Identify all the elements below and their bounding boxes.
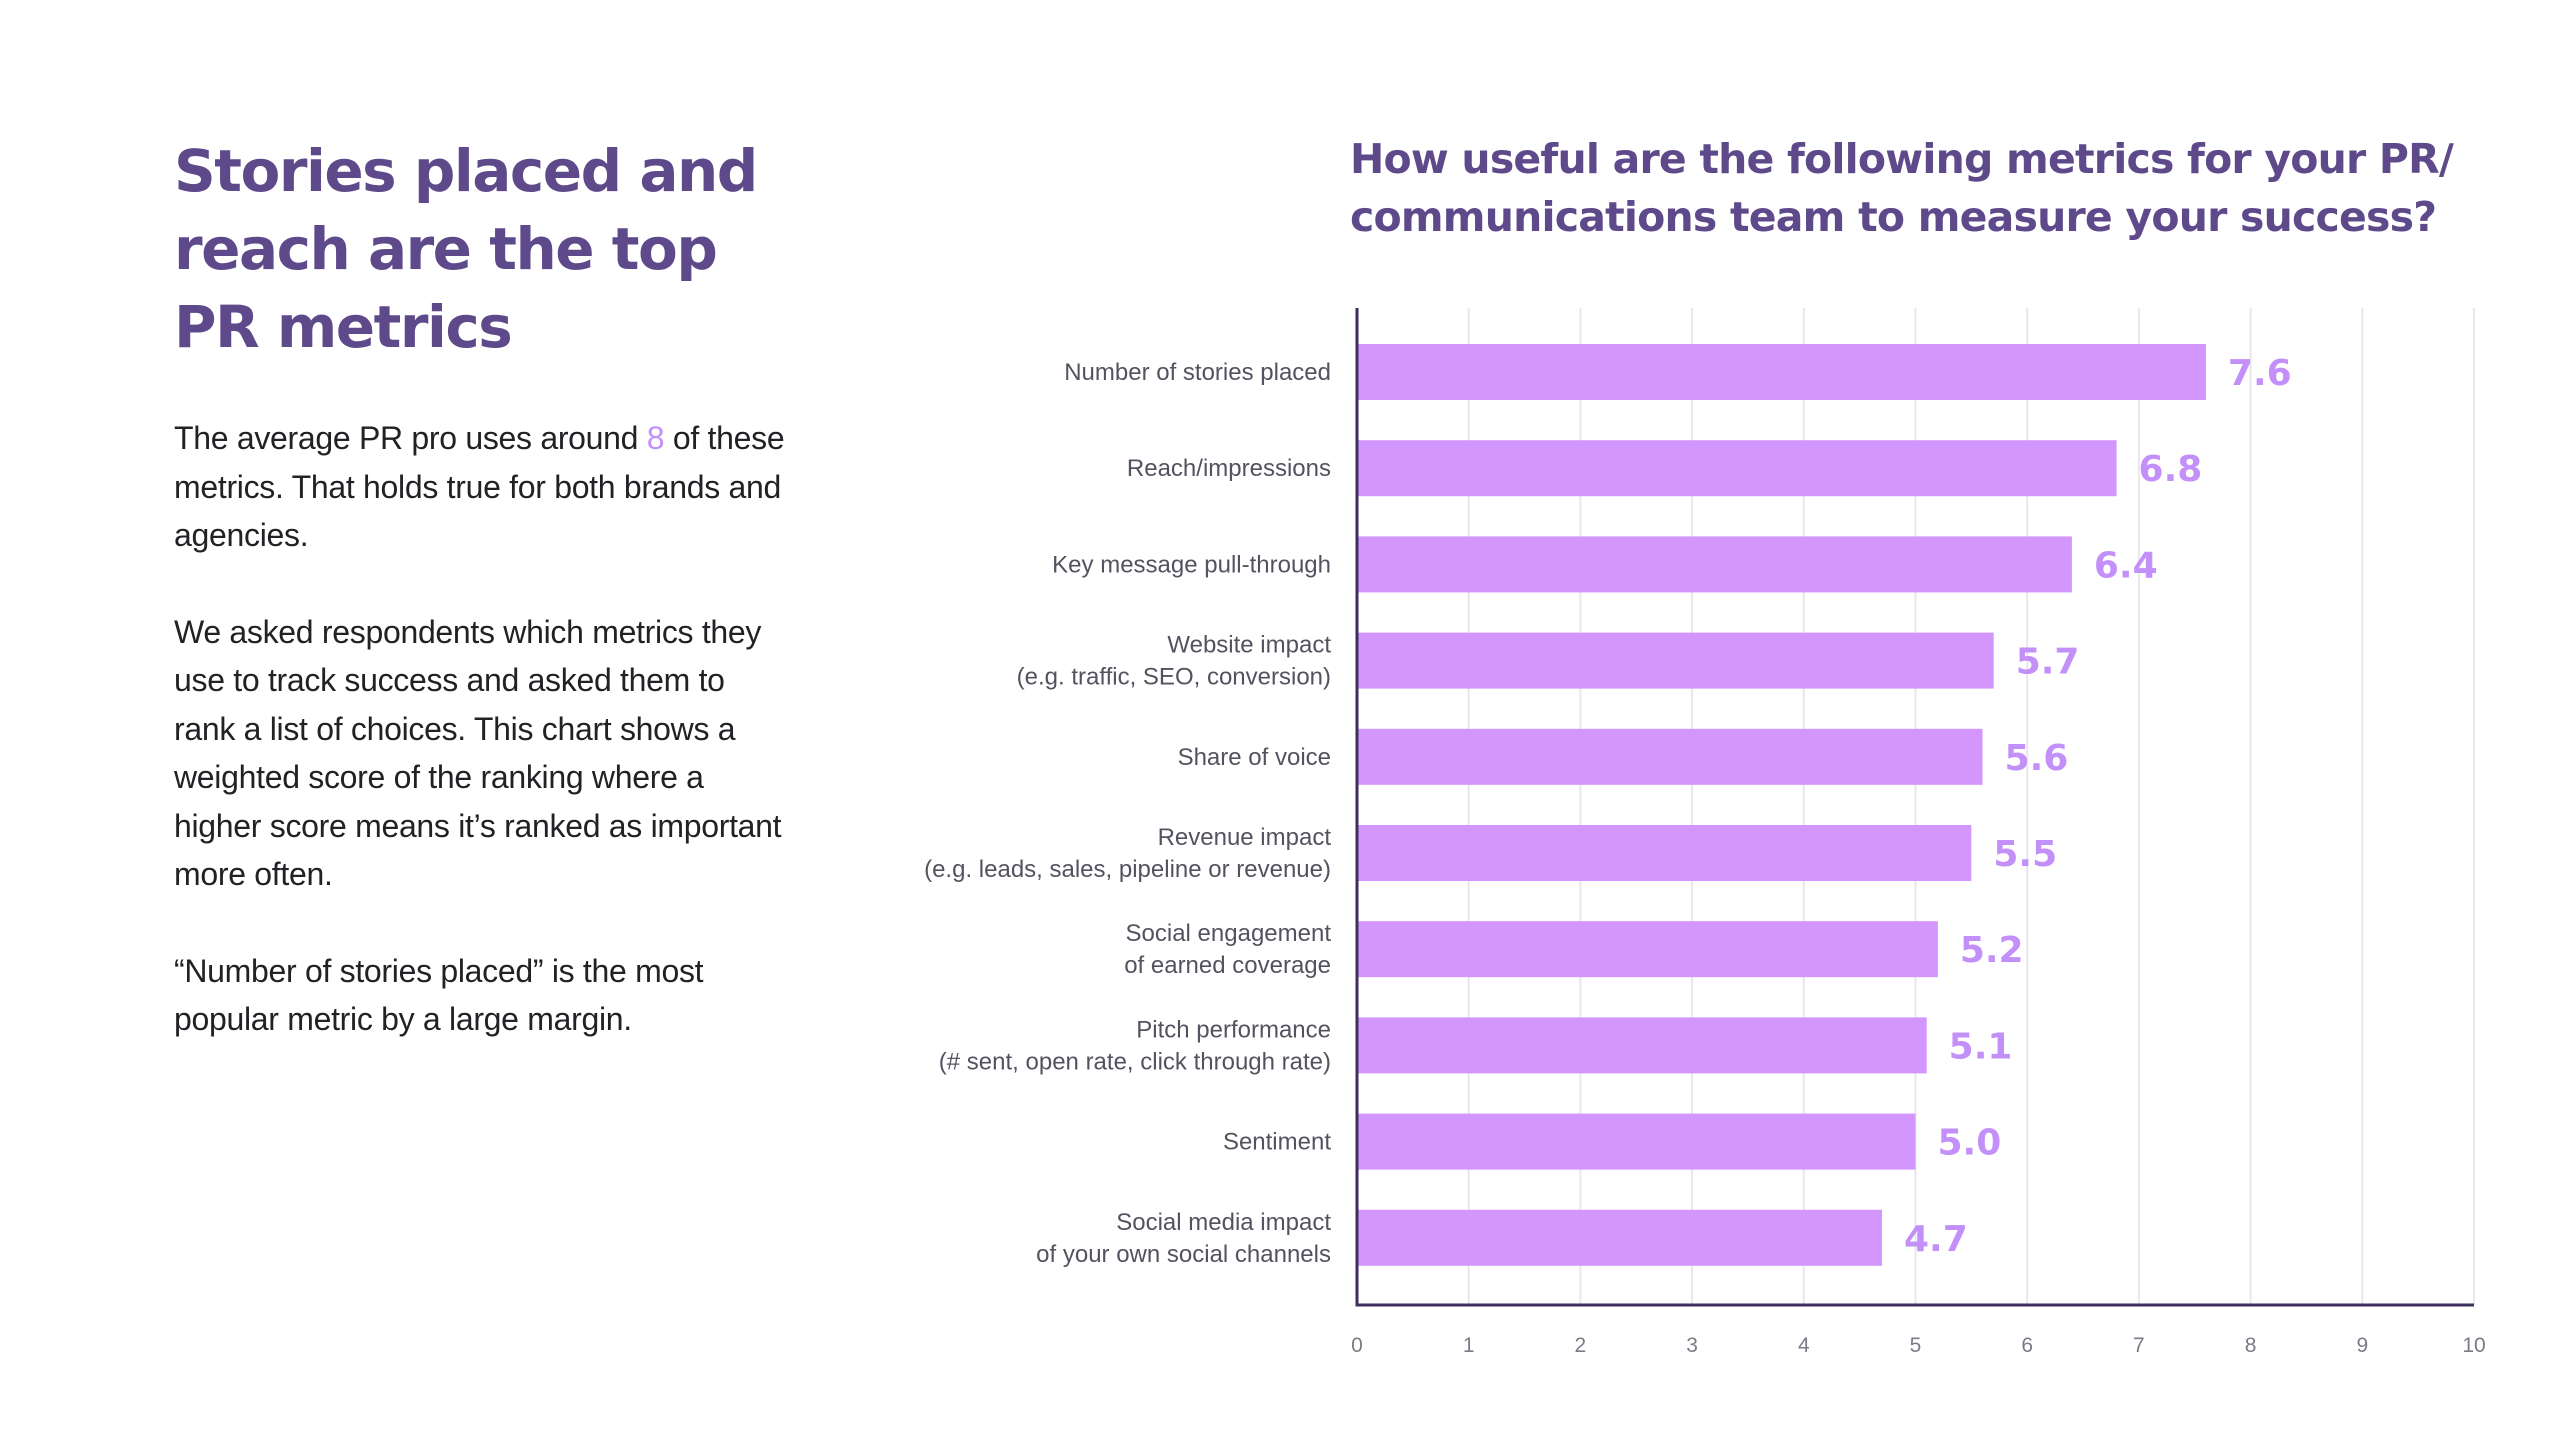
value-label: 5.1 <box>1949 1026 2013 1067</box>
x-tick-label: 4 <box>1798 1334 1810 1357</box>
bar <box>1357 728 1983 785</box>
value-label: 5.5 <box>1993 834 2057 875</box>
x-tick-label: 5 <box>1910 1334 1922 1357</box>
category-label: Reach/impressions <box>1127 455 1331 482</box>
bar <box>1357 921 1938 978</box>
value-label: 6.8 <box>2139 449 2203 490</box>
bars <box>1357 344 2206 1266</box>
p1-before: The average PR pro uses around <box>174 420 639 456</box>
value-label: 7.6 <box>2228 353 2292 394</box>
metrics-count: 8 <box>646 420 665 456</box>
category-label: Social media impact of your own social ch… <box>1036 1209 1331 1268</box>
headline-line: reach are the top <box>174 215 718 283</box>
value-label: 5.7 <box>2016 642 2080 683</box>
category-label-line: Sentiment <box>1223 1129 1331 1156</box>
category-label-line: (# sent, open rate, click through rate) <box>939 1048 1331 1075</box>
category-label-line: Pitch performance <box>1136 1016 1331 1043</box>
p1-after: of these metrics. That holds true for bo… <box>174 420 785 553</box>
bar <box>1357 1209 1882 1266</box>
category-label-line: Reach/impressions <box>1127 455 1331 482</box>
category-label-line: Key message pull-through <box>1052 551 1331 578</box>
category-label: Website impact (e.g. traffic, SEO, conver… <box>1017 632 1332 691</box>
intro-paragraph-1: The average PR pro uses around 8 of thes… <box>174 414 794 560</box>
x-tick-label: 8 <box>2245 1334 2257 1357</box>
category-label-line: Number of stories placed <box>1064 359 1331 386</box>
category-label: Pitch performance (# sent, open rate, cli… <box>939 1016 1331 1075</box>
category-label-line: Website impact <box>1167 632 1331 659</box>
intro-paragraph-3: “Number of stories placed” is the most p… <box>174 952 704 1038</box>
x-tick-label: 6 <box>2021 1334 2033 1357</box>
bar <box>1357 344 2206 400</box>
category-label-line: Share of voice <box>1178 744 1331 771</box>
x-tick-label: 1 <box>1463 1334 1475 1357</box>
category-label-line: (e.g. leads, sales, pipeline or revenue) <box>924 856 1331 883</box>
bar <box>1357 536 2072 593</box>
category-label: Share of voice <box>1178 744 1331 771</box>
x-tick-label: 3 <box>1686 1334 1698 1357</box>
x-tick-label: 2 <box>1575 1334 1587 1357</box>
category-label-line: of earned coverage <box>1124 952 1331 979</box>
headline-line: PR metrics <box>174 293 513 361</box>
headline-line: Stories placed and <box>174 137 758 205</box>
value-label: 6.4 <box>2094 545 2158 586</box>
value-label: 5.2 <box>1960 930 2024 971</box>
labels: 0 1 2 3 4 5 6 7 8 9 10 7.6 Number of stories placed 6… <box>924 353 2486 1357</box>
bar <box>1357 825 1972 881</box>
x-tick-label: 9 <box>2356 1334 2368 1357</box>
bar <box>1357 632 1994 689</box>
category-label: Social engagement of earned coverage <box>1124 920 1331 979</box>
bar <box>1357 1113 1916 1170</box>
value-label: 4.7 <box>1904 1219 1968 1260</box>
x-tick-label: 7 <box>2133 1334 2145 1357</box>
bar <box>1357 1017 1927 1074</box>
category-label: Number of stories placed <box>1064 359 1331 386</box>
category-label-line: Social media impact <box>1116 1209 1331 1236</box>
x-tick-label: 10 <box>2462 1334 2485 1357</box>
category-label-line: (e.g. traffic, SEO, conversion) <box>1017 664 1331 691</box>
category-label: Revenue impact (e.g. leads, sales, pipeli… <box>924 824 1331 883</box>
x-tick-label: 0 <box>1351 1334 1363 1357</box>
axes <box>1355 308 2474 1307</box>
category-label: Key message pull-through <box>1052 551 1331 578</box>
category-label-line: of your own social channels <box>1036 1241 1331 1268</box>
category-label-line: Social engagement <box>1126 920 1332 947</box>
intro-paragraph-2: We asked respondents which metrics they … <box>174 613 782 893</box>
bar <box>1357 440 2117 497</box>
headline: Stories placed and reach are the top PR … <box>174 132 794 366</box>
category-label: Sentiment <box>1223 1129 1331 1156</box>
intro-panel: Stories placed and reach are the top PR … <box>174 132 794 1044</box>
value-label: 5.6 <box>2005 738 2069 779</box>
chart-title: How useful are the following metrics for… <box>1350 135 2454 241</box>
value-label: 5.0 <box>1938 1123 2002 1164</box>
category-label-line: Revenue impact <box>1158 824 1332 851</box>
